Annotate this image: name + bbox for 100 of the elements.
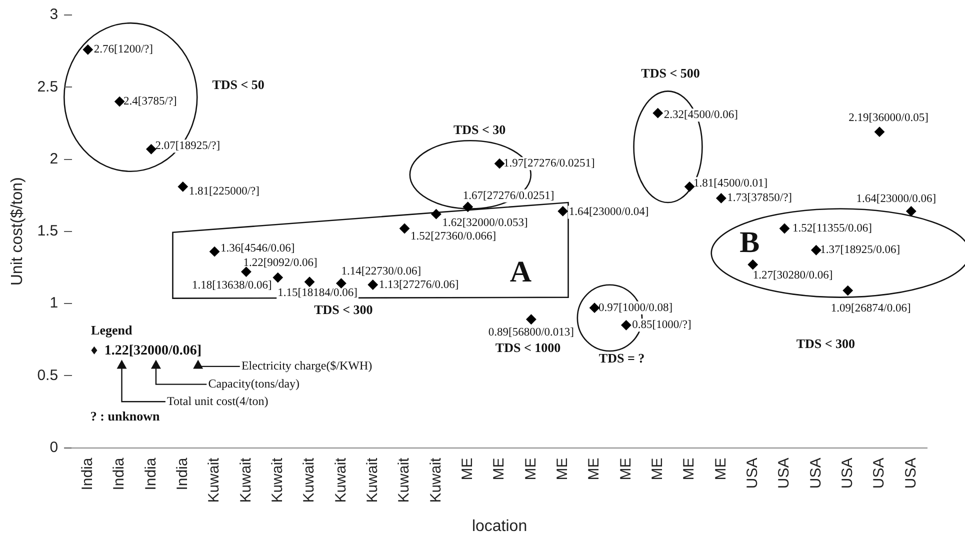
annotation: Total unit cost(4/ton) (167, 394, 268, 408)
x-tick-label: Kuwait (206, 456, 223, 503)
point (400, 224, 410, 234)
data-label: 0.85[1000/?] (632, 319, 692, 332)
point (842, 286, 853, 296)
x-tick-label: Kuwait (269, 456, 286, 503)
y-axis-title: Unit cost($/ton) (9, 177, 26, 286)
point (146, 144, 156, 154)
annotation: TDS < 300 (796, 336, 856, 352)
point (336, 278, 346, 288)
x-tick-label: Kuwait (332, 456, 350, 503)
data-label: 1.15[18184/0.06] (278, 286, 358, 299)
x-tick-label: ME (617, 458, 634, 480)
x-tick-label: India (110, 457, 128, 490)
annotation: TDS = ? (598, 350, 645, 366)
annotation: ? : unknown (90, 408, 161, 424)
x-tick-label: Kuwait (427, 456, 444, 503)
x-tick-label: Kuwait (396, 456, 413, 503)
point (114, 96, 125, 107)
data-label: 1.73[37850/?] (727, 192, 792, 204)
point (558, 206, 568, 216)
data-label: 0.89[56800/0.013] (488, 326, 574, 338)
data-label: 1.62[32000/0.053] (442, 217, 528, 230)
x-tick-label: ME (522, 458, 540, 480)
data-label: 1.52[27360/0.066] (410, 230, 496, 243)
data-label: 1.13[27276/0.06] (378, 278, 459, 291)
point (304, 276, 315, 287)
x-tick-label: Kuwait (237, 456, 254, 503)
x-tick-label: ME (490, 458, 508, 480)
x-tick-label: India (142, 457, 160, 490)
annotation: TDS < 30 (453, 122, 506, 137)
point (241, 266, 252, 277)
y-tick-label: 2 (50, 150, 58, 168)
point (811, 245, 822, 256)
data-label: 1.37[18925/0.06] (820, 244, 900, 256)
annotation: A (510, 255, 532, 288)
point (780, 224, 790, 234)
x-tick-label: India (174, 457, 192, 490)
data-label: 1.14[22730/0.06] (341, 265, 422, 278)
annotation: TDS < 300 (314, 302, 373, 318)
point (652, 108, 663, 118)
point (178, 182, 188, 192)
data-label: 1.81[4500/0.01] (694, 178, 768, 190)
point (272, 272, 283, 283)
x-tick-label: USA (776, 458, 793, 489)
data-label: 1.09[26874/0.06] (830, 302, 911, 315)
point (590, 302, 600, 313)
point (621, 320, 632, 330)
y-tick-label: 0.5 (37, 366, 58, 384)
x-axis-title: location (472, 518, 528, 535)
annotation: B (740, 226, 760, 260)
annotation: TDS < 50 (212, 77, 264, 92)
y-tick-label: 3 (50, 6, 58, 24)
x-tick-label: Kuwait (364, 456, 382, 503)
point (368, 280, 378, 290)
point (874, 126, 885, 137)
x-tick-label: ME (712, 458, 730, 480)
data-label: 2.4[3785/?] (124, 96, 177, 108)
point (210, 246, 220, 257)
annotation: Electricity charge($/KWH) (241, 358, 372, 373)
data-label: 2.19[36000/0.05] (848, 112, 928, 124)
annotation: TDS < 500 (641, 66, 700, 81)
data-label: 1.67[27276/0.0251] (462, 190, 554, 202)
x-tick-label: USA (838, 458, 856, 489)
point (748, 260, 758, 270)
x-tick-label: ME (648, 458, 666, 480)
data-label: 1.36[4546/0.06] (220, 242, 295, 255)
annotation: TDS < 1000 (495, 340, 561, 356)
point (82, 44, 93, 55)
data-label: 1.64[23000/0.06] (856, 193, 936, 206)
point (684, 182, 695, 192)
y-tick-label: 1 (50, 294, 58, 312)
point (431, 209, 442, 220)
x-tick-label: Kuwait (300, 456, 318, 503)
point (494, 158, 505, 169)
x-tick-label: USA (744, 458, 761, 489)
data-label: 1.18[13638/0.06] (192, 280, 272, 292)
data-label: 2.07[18925/?] (155, 140, 220, 152)
point (906, 206, 916, 216)
data-label: 2.32[4500/0.06] (664, 109, 738, 122)
annotation: Legend (91, 322, 133, 338)
annotation: Capacity(tons/day) (208, 376, 300, 390)
y-tick-label: 0 (50, 438, 58, 456)
y-tick-label: 1.5 (37, 222, 58, 240)
x-tick-label: ME (586, 458, 603, 480)
data-label: 1.52[11355/0.06] (792, 222, 872, 235)
x-tick-label: USA (807, 458, 824, 489)
x-tick-label: USA (870, 458, 888, 489)
y-tick-label: 2.5 (37, 78, 58, 96)
data-label: 1.97[27276/0.0251] (504, 158, 595, 170)
data-label: 1.81[225000/?] (188, 186, 260, 198)
x-tick-label: USA (902, 458, 920, 489)
x-tick-label: India (79, 457, 96, 490)
x-tick-label: ME (459, 458, 476, 480)
x-tick-label: ME (554, 458, 571, 480)
data-label: 1.64[23000/0.04] (568, 206, 649, 218)
point (526, 314, 536, 324)
point (462, 202, 473, 212)
point (716, 193, 726, 204)
x-tick-label: ME (680, 458, 698, 480)
